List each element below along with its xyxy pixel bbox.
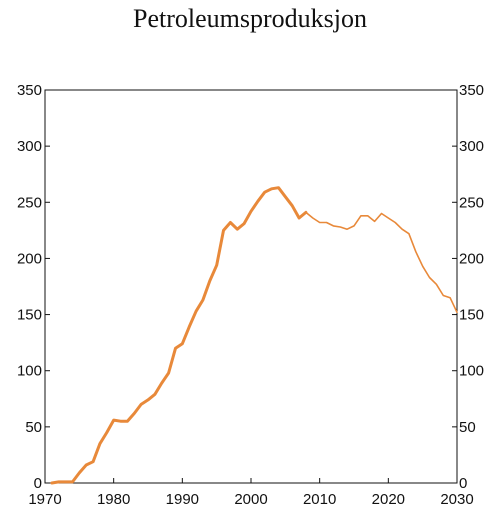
- y-tick-label-right: 0: [459, 475, 467, 492]
- y-tick-label-right: 350: [459, 82, 484, 99]
- y-tick-label-left: 150: [17, 307, 42, 324]
- series-lines: [50, 186, 458, 485]
- chart-title: Petroleumsproduksjon: [133, 4, 367, 33]
- y-tick-label-left: 100: [17, 363, 42, 380]
- y-tick-label-right: 300: [459, 138, 484, 155]
- y-tick-label-left: 300: [17, 138, 42, 155]
- axis-ticks: 0 0 50 50 100 100 150 150 200 200 250 250 300 300 350 3…: [17, 82, 484, 508]
- x-tick-label: 2000: [234, 491, 267, 508]
- x-tick-label: 2010: [303, 491, 336, 508]
- x-tick-label: 1980: [97, 491, 130, 508]
- y-tick-label-left: 350: [17, 82, 42, 99]
- x-tick-label: 2020: [372, 491, 405, 508]
- y-tick-label-left: 50: [25, 419, 42, 436]
- series-line-projection: [305, 211, 458, 314]
- y-tick-label-right: 200: [459, 250, 484, 267]
- plot-frame-rect: [44, 89, 458, 484]
- x-tick-label: 2030: [440, 491, 473, 508]
- y-tick-label-right: 150: [459, 307, 484, 324]
- series-line-historical: [50, 186, 308, 485]
- x-tick-label: 1970: [28, 491, 61, 508]
- y-tick-label-left: 200: [17, 250, 42, 267]
- y-tick-label-left: 0: [34, 475, 42, 492]
- y-tick-label-right: 100: [459, 363, 484, 380]
- y-tick-label-right: 50: [459, 419, 476, 436]
- y-tick-label-right: 250: [459, 194, 484, 211]
- plot-frame: [44, 89, 458, 484]
- y-tick-label-left: 250: [17, 194, 42, 211]
- x-tick-label: 1990: [166, 491, 199, 508]
